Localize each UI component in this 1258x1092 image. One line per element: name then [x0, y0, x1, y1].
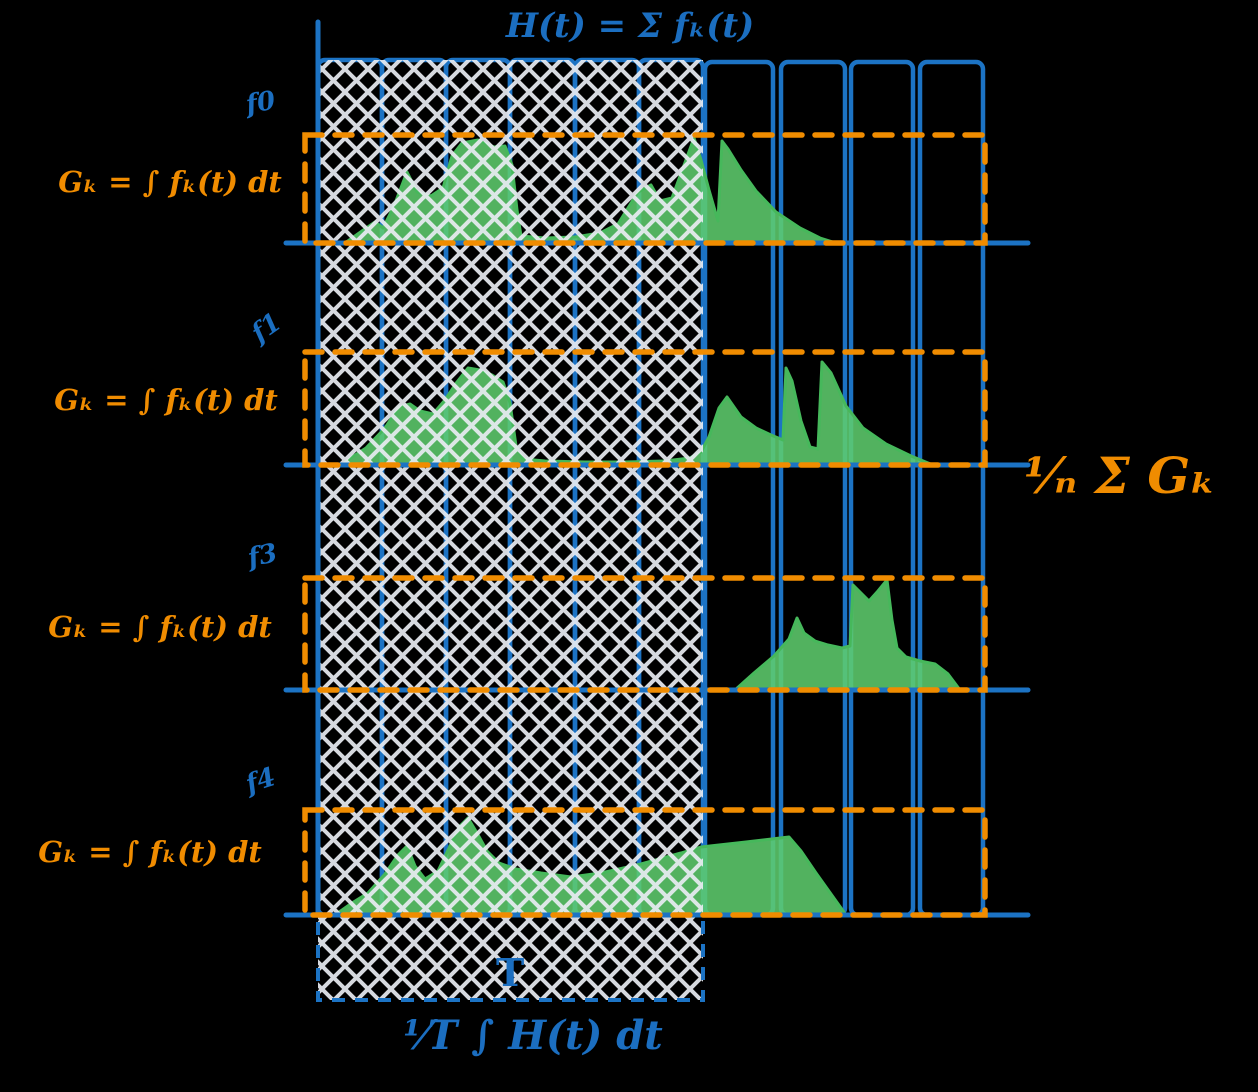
formula-h-of-t: H(t) = Σ fₖ(t) — [505, 6, 755, 46]
gk-dashed-rect-row-4 — [302, 807, 988, 918]
row-tag-1: f0 — [243, 85, 278, 121]
formula-mean-gk: ¹⁄ₙ Σ Gₖ — [1024, 446, 1217, 505]
row-tag-3: f3 — [245, 538, 281, 574]
right-column-4 — [917, 59, 986, 918]
gk-dashed-rect-row-1 — [302, 132, 988, 246]
green-curve-row-3 — [733, 578, 962, 692]
formula-mean-h: ¹⁄T ∫ H(t) dt — [403, 1012, 663, 1059]
crosshatch-fill — [318, 60, 703, 1000]
right-column-2 — [778, 59, 848, 918]
right-column-3 — [848, 59, 916, 918]
formula-gk-row-2: Gₖ = ∫ fₖ(t) dt — [54, 383, 278, 417]
gk-dashed-rect-row-3 — [302, 575, 988, 693]
formula-gk-row-4: Gₖ = ∫ fₖ(t) dt — [38, 835, 262, 869]
period-t-label: T — [496, 950, 525, 995]
formula-gk-row-1: Gₖ = ∫ fₖ(t) dt — [58, 165, 282, 199]
gk-dashed-rect-row-2 — [302, 349, 988, 468]
formula-gk-row-3: Gₖ = ∫ fₖ(t) dt — [48, 610, 272, 644]
